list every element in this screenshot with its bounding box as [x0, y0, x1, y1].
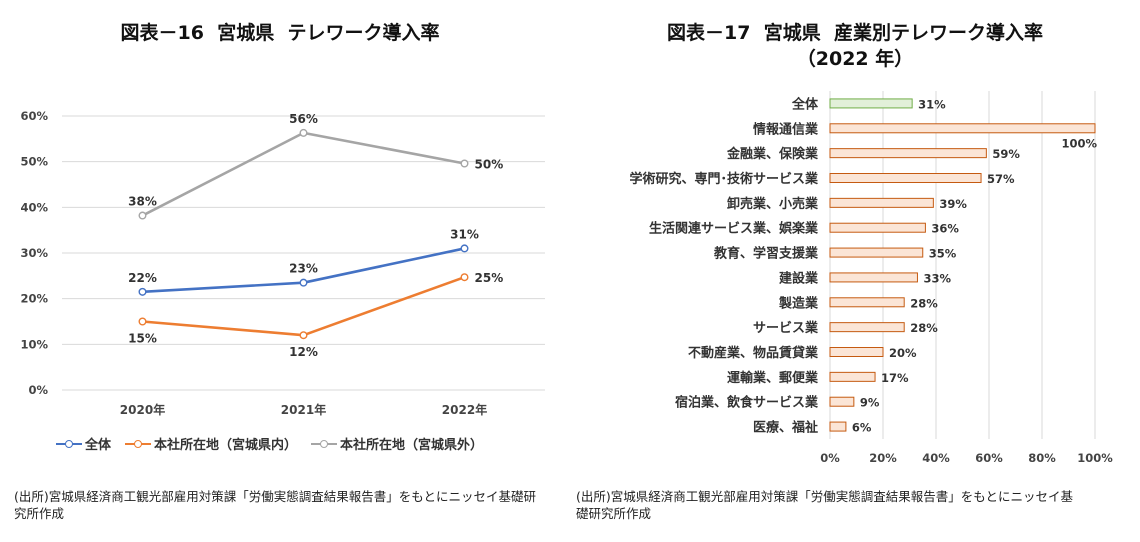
category-label: 全体: [791, 96, 819, 112]
data-label: 59%: [992, 147, 1020, 161]
data-label: 6%: [852, 421, 872, 435]
left-chart-title: 図表－16 宮城県 テレワーク導入率: [120, 22, 440, 44]
data-point: [460, 273, 469, 282]
category-label: 不動産業、物品賃貸業: [688, 345, 819, 361]
y-tick-label: 30%: [20, 246, 48, 260]
x-tick-label: 0%: [820, 451, 840, 465]
bar: [829, 197, 934, 208]
data-point: [460, 244, 469, 253]
left-chart-panel: 図表－16 宮城県 テレワーク導入率 0% 10% 20% 30% 40% 50% 60% 2…: [0, 0, 560, 542]
data-label: 25%: [475, 271, 504, 285]
right-source-note: (出所)宮城県経済商工観光部雇用対策課「労働実態調査結果報告書」をもとにニッセイ…: [576, 489, 1074, 521]
data-label: 28%: [910, 321, 938, 335]
bar: [829, 297, 905, 308]
x-tick-label: 40%: [922, 451, 950, 465]
data-point: [299, 128, 308, 137]
legend-swatch: [311, 439, 338, 449]
category-label: 情報通信業: [753, 121, 819, 137]
bar: [829, 272, 918, 283]
y-tick-label: 10%: [20, 337, 48, 351]
data-label: 20%: [889, 346, 917, 360]
x-tick-label: 2022年: [442, 402, 487, 417]
data-label: 15%: [128, 332, 157, 346]
legend-swatch: [56, 439, 82, 449]
data-label: 33%: [923, 271, 951, 285]
data-label: 28%: [910, 296, 938, 310]
category-label: 建設業: [779, 270, 819, 286]
data-point: [138, 317, 147, 326]
y-tick-label: 60%: [20, 109, 48, 123]
data-label: 38%: [128, 195, 157, 209]
bar: [829, 173, 982, 183]
bar: [829, 148, 987, 159]
category-label: 医療、福祉: [753, 420, 818, 436]
data-label: 50%: [475, 157, 504, 171]
line-chart-legend: 全体 本社所在地（宮城県内） 本社所在地（宮城県外）: [56, 434, 483, 453]
data-label: 100%: [1061, 136, 1097, 150]
category-label: 生活関連サービス業、娯楽業: [649, 221, 819, 237]
legend-item: 本社所在地（宮城県外）: [311, 434, 483, 453]
x-tick-label: 60%: [975, 451, 1003, 465]
bar: [829, 222, 926, 233]
bar: [829, 421, 847, 432]
bar: [829, 371, 876, 382]
right-chart-title-line2: （2022 年）: [796, 48, 914, 70]
data-point: [299, 278, 308, 287]
data-label: 57%: [987, 172, 1015, 186]
legend-item: 全体: [56, 434, 111, 453]
data-label: 22%: [128, 271, 157, 285]
y-tick-label: 0%: [28, 383, 48, 397]
legend-label: 本社所在地（宮城県外）: [340, 438, 484, 453]
line-chart: 0% 10% 20% 30% 40% 50% 60% 2020年 2021年 2022年 22% 23…: [20, 109, 545, 417]
x-tick-label: 80%: [1028, 451, 1056, 465]
bar-chart: 0% 20% 40% 60% 80% 100% 全体 31% 情報通信業 100% 金融業、保険業 5…: [629, 91, 1113, 465]
category-label: 学術研究、専門･技術サービス業: [629, 171, 819, 187]
data-label: 39%: [939, 197, 967, 211]
data-label: 31%: [450, 227, 479, 241]
series-line-2: [141, 131, 465, 217]
right-chart-title-line1: 図表－17 宮城県 産業別テレワーク導入率: [667, 22, 1043, 44]
data-point: [138, 287, 147, 296]
right-chart-panel: 図表－17 宮城県 産業別テレワーク導入率 （2022 年） 0% 20% 40% 6…: [570, 0, 1140, 542]
category-label: 製造業: [778, 295, 819, 311]
data-label: 56%: [289, 112, 318, 126]
x-tick-label: 2021年: [281, 402, 326, 417]
bar: [829, 247, 924, 258]
legend-label: 全体: [85, 438, 112, 453]
category-label: 卸売業、小売業: [727, 196, 819, 212]
data-point: [299, 331, 308, 340]
legend-label: 本社所在地（宮城県内）: [154, 438, 298, 453]
data-point: [460, 159, 469, 168]
data-point: [138, 211, 147, 220]
data-label: 9%: [860, 396, 880, 410]
legend-swatch: [125, 439, 152, 449]
y-tick-label: 50%: [20, 155, 48, 169]
data-label: 31%: [918, 97, 946, 111]
bar: [829, 123, 1096, 134]
data-label: 12%: [289, 345, 318, 359]
category-label: サービス業: [753, 320, 819, 336]
category-label: 運輸業、郵便業: [727, 370, 819, 386]
x-tick-label: 20%: [869, 451, 897, 465]
y-tick-label: 20%: [20, 292, 48, 306]
category-label: 教育、学習支援業: [713, 246, 819, 262]
data-label: 23%: [289, 262, 318, 276]
bar: [829, 322, 905, 333]
data-label: 36%: [931, 222, 959, 236]
x-tick-label: 2020年: [120, 402, 165, 417]
data-label: 17%: [881, 371, 909, 385]
x-tick-label: 100%: [1077, 451, 1113, 465]
legend-item: 本社所在地（宮城県内）: [125, 434, 297, 453]
bar: [829, 396, 855, 407]
data-label: 35%: [929, 247, 957, 261]
left-source-note: (出所)宮城県経済商工観光部雇用対策課「労働実態調査結果報告書」をもとにニッセイ…: [14, 489, 537, 521]
bar-highlight: [829, 98, 913, 109]
category-label: 宿泊業、飲食サービス業: [675, 395, 819, 411]
y-tick-label: 40%: [20, 200, 48, 214]
category-label: 金融業、保険業: [726, 146, 819, 162]
bar: [829, 347, 884, 357]
